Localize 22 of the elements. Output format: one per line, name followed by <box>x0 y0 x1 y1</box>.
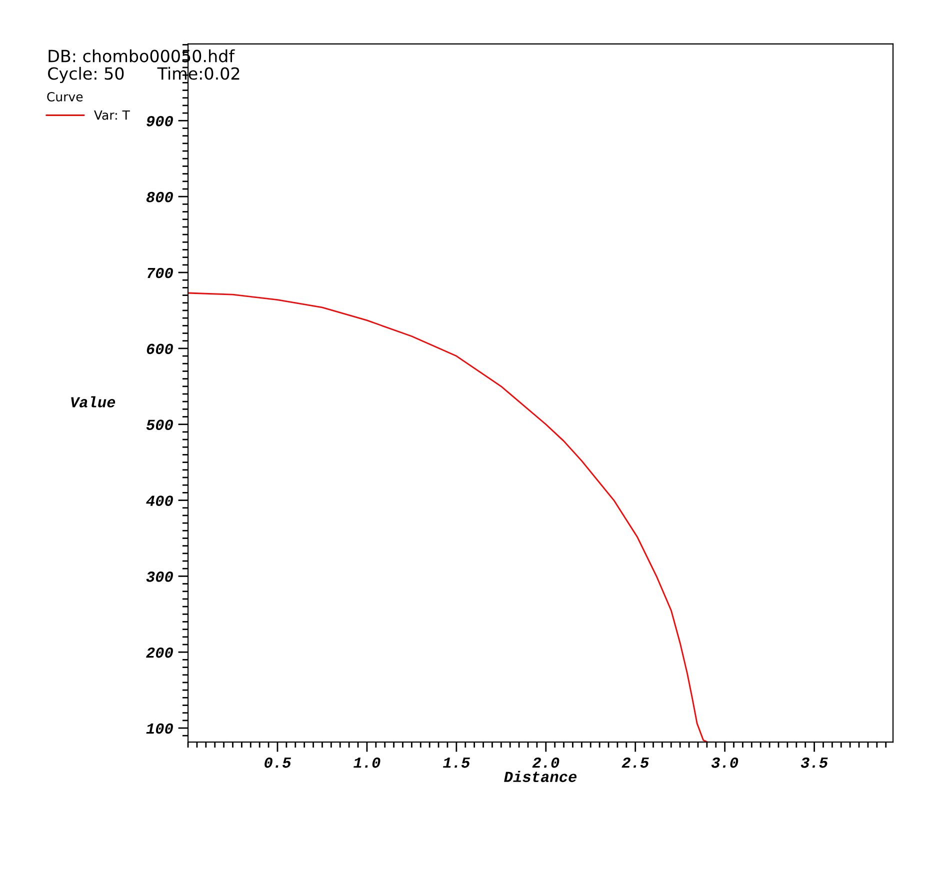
x-tick-label: 2.5 <box>622 757 649 768</box>
y-axis-title: Value <box>71 396 116 408</box>
x-tick-label: 3.0 <box>712 757 738 768</box>
y-tick-label: 300 <box>146 572 173 582</box>
y-tick-label: 200 <box>146 647 173 658</box>
y-tick-label: 700 <box>148 268 173 278</box>
legend-label: Var: T <box>94 110 130 120</box>
x-tick-label: 1.5 <box>442 758 470 768</box>
line-series <box>188 292 708 742</box>
y-tick-label: 100 <box>146 723 173 734</box>
y-tick-label: 500 <box>146 420 173 430</box>
x-axis-title: Distance <box>504 770 577 782</box>
x-tick-label: 3.5 <box>800 757 828 768</box>
y-tick-label: 400 <box>146 496 173 506</box>
y-tick-label: 600 <box>146 344 173 354</box>
x-tick-label: 0.5 <box>264 757 292 768</box>
y-tick-label: 900 <box>146 116 173 126</box>
y-tick-label: 800 <box>146 192 173 202</box>
text: Cycle: 50 <box>48 66 124 84</box>
x-tick-label: 2.0 <box>532 757 560 768</box>
legend-title: Curve <box>47 92 83 102</box>
x-tick-label: 1.0 <box>354 757 380 768</box>
